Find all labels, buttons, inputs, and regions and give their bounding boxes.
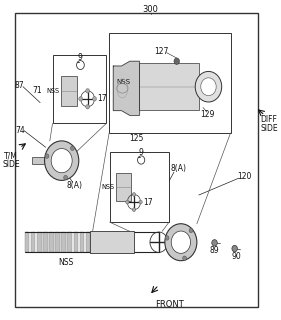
Bar bbox=[32, 157, 54, 164]
Bar bbox=[53, 55, 106, 123]
Polygon shape bbox=[113, 61, 139, 116]
Text: 17: 17 bbox=[98, 94, 107, 103]
Text: NSS: NSS bbox=[59, 258, 74, 267]
Bar bbox=[49, 232, 54, 252]
Circle shape bbox=[174, 58, 180, 64]
Text: 87: 87 bbox=[15, 81, 24, 90]
Bar bbox=[25, 232, 30, 252]
Circle shape bbox=[212, 240, 217, 246]
Bar bbox=[15, 13, 258, 307]
Text: FRONT: FRONT bbox=[155, 300, 184, 309]
Bar bbox=[110, 152, 169, 222]
Bar bbox=[168, 232, 185, 253]
Text: 74: 74 bbox=[15, 126, 25, 135]
Text: SIDE: SIDE bbox=[260, 124, 278, 132]
Circle shape bbox=[64, 175, 67, 180]
Circle shape bbox=[79, 97, 83, 101]
Bar bbox=[74, 232, 78, 252]
Text: 90: 90 bbox=[231, 252, 241, 261]
Circle shape bbox=[45, 154, 49, 158]
Bar bbox=[61, 76, 77, 107]
Bar bbox=[43, 232, 47, 252]
Bar bbox=[67, 232, 72, 252]
Circle shape bbox=[132, 208, 136, 212]
Bar bbox=[139, 63, 199, 110]
Circle shape bbox=[92, 97, 96, 101]
Circle shape bbox=[126, 200, 129, 204]
Text: 120: 120 bbox=[238, 172, 252, 181]
Bar bbox=[61, 232, 66, 252]
Text: NSS: NSS bbox=[101, 184, 114, 190]
Text: NSS: NSS bbox=[46, 89, 60, 94]
Text: 8(A): 8(A) bbox=[67, 181, 83, 190]
Bar bbox=[80, 232, 84, 252]
Text: 129: 129 bbox=[200, 110, 214, 119]
Text: 127: 127 bbox=[154, 46, 169, 56]
Circle shape bbox=[171, 231, 191, 253]
Bar bbox=[55, 232, 60, 252]
Text: 125: 125 bbox=[129, 134, 143, 143]
Circle shape bbox=[189, 228, 193, 233]
Circle shape bbox=[132, 193, 136, 196]
Circle shape bbox=[45, 141, 79, 180]
Text: 89: 89 bbox=[210, 246, 219, 255]
Text: DIFF: DIFF bbox=[261, 115, 278, 124]
Circle shape bbox=[139, 200, 142, 204]
Text: NSS: NSS bbox=[116, 79, 130, 85]
Circle shape bbox=[86, 105, 90, 109]
Circle shape bbox=[183, 256, 187, 260]
Bar bbox=[86, 232, 90, 252]
Bar bbox=[37, 232, 42, 252]
Circle shape bbox=[51, 148, 72, 173]
Text: 9: 9 bbox=[78, 53, 83, 62]
Text: 17: 17 bbox=[143, 197, 152, 206]
Circle shape bbox=[165, 236, 169, 240]
Circle shape bbox=[201, 78, 216, 96]
Text: 71: 71 bbox=[32, 86, 42, 95]
Text: 8(A): 8(A) bbox=[171, 164, 187, 173]
Bar bbox=[116, 173, 131, 201]
Bar bbox=[90, 231, 134, 253]
Text: SIDE: SIDE bbox=[2, 160, 20, 169]
Circle shape bbox=[165, 224, 197, 261]
Circle shape bbox=[86, 89, 90, 93]
Text: 9: 9 bbox=[139, 148, 144, 157]
Text: 300: 300 bbox=[142, 5, 158, 14]
Bar bbox=[109, 33, 230, 133]
Text: T/M: T/M bbox=[4, 152, 18, 161]
Bar bbox=[31, 232, 35, 252]
Circle shape bbox=[71, 146, 74, 150]
Circle shape bbox=[232, 245, 237, 252]
Circle shape bbox=[195, 71, 222, 102]
